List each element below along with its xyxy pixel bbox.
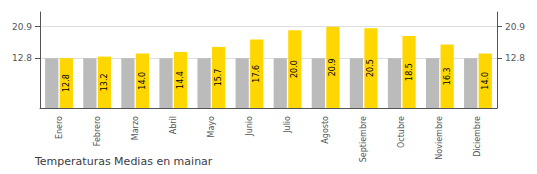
svg-text:Agosto: Agosto (321, 116, 330, 144)
svg-text:Febrero: Febrero (93, 116, 102, 146)
svg-text:Julio: Julio (283, 116, 292, 134)
svg-text:Octubre: Octubre (397, 116, 406, 148)
svg-text:12.8: 12.8 (505, 53, 525, 63)
svg-text:Junio: Junio (245, 116, 254, 137)
svg-text:15.7: 15.7 (214, 69, 223, 87)
svg-text:14.0: 14.0 (481, 72, 490, 90)
svg-text:Marzo: Marzo (131, 116, 140, 140)
svg-text:Diciembre: Diciembre (473, 116, 482, 157)
svg-text:20.0: 20.0 (290, 60, 299, 78)
svg-text:12.8: 12.8 (62, 74, 71, 92)
svg-text:18.5: 18.5 (405, 63, 414, 81)
svg-text:17.6: 17.6 (252, 65, 261, 83)
svg-text:20.9: 20.9 (505, 22, 525, 32)
svg-text:Abril: Abril (169, 116, 178, 134)
svg-text:14.0: 14.0 (138, 72, 147, 90)
svg-text:16.3: 16.3 (443, 67, 452, 85)
svg-text:20.9: 20.9 (12, 22, 32, 32)
svg-text:20.5: 20.5 (366, 59, 375, 77)
svg-text:14.4: 14.4 (176, 71, 185, 89)
svg-text:Noviembre: Noviembre (435, 116, 444, 160)
svg-text:20.9: 20.9 (328, 58, 337, 76)
svg-text:12.8: 12.8 (12, 53, 32, 63)
svg-text:Temperaturas Medias en mainar: Temperaturas Medias en mainar (34, 155, 213, 168)
svg-text:Septiembre: Septiembre (359, 116, 368, 162)
svg-text:13.2: 13.2 (100, 73, 109, 91)
svg-text:Mayo: Mayo (207, 116, 216, 138)
svg-text:Enero: Enero (55, 116, 64, 139)
